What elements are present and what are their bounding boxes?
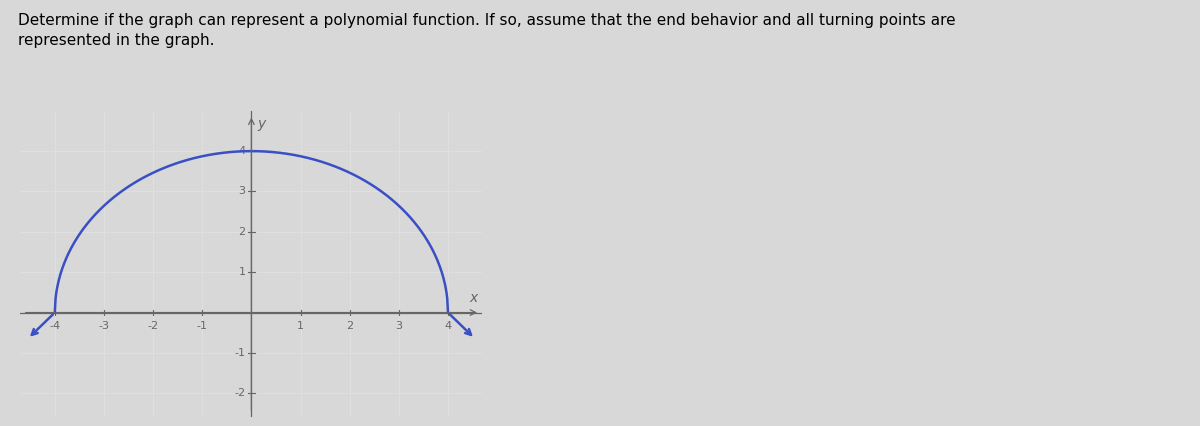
Text: 2: 2 xyxy=(346,322,353,331)
Text: x: x xyxy=(469,291,478,305)
Text: 3: 3 xyxy=(395,322,402,331)
Text: 4: 4 xyxy=(444,322,451,331)
Text: 3: 3 xyxy=(239,187,246,196)
Text: 1: 1 xyxy=(298,322,304,331)
Text: 4: 4 xyxy=(239,146,246,156)
Text: -2: -2 xyxy=(148,322,158,331)
Text: -1: -1 xyxy=(197,322,208,331)
Text: y: y xyxy=(257,117,265,131)
Text: -3: -3 xyxy=(98,322,109,331)
Text: 2: 2 xyxy=(239,227,246,237)
Text: Determine if the graph can represent a polynomial function. If so, assume that t: Determine if the graph can represent a p… xyxy=(18,13,955,48)
Text: -2: -2 xyxy=(234,388,246,398)
Text: 1: 1 xyxy=(239,267,246,277)
Text: -4: -4 xyxy=(49,322,60,331)
Text: -1: -1 xyxy=(234,348,246,358)
